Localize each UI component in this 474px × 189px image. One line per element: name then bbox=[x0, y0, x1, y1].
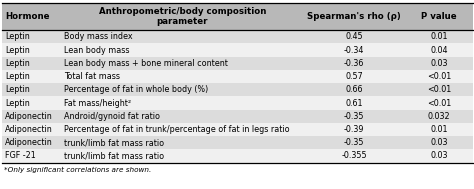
Bar bbox=[304, 96, 405, 110]
Text: -0.35: -0.35 bbox=[344, 112, 365, 121]
Text: Leptin: Leptin bbox=[5, 32, 30, 41]
Bar bbox=[405, 149, 473, 163]
Text: 0.03: 0.03 bbox=[430, 151, 447, 160]
Bar bbox=[304, 3, 405, 30]
Bar bbox=[405, 57, 473, 70]
Text: 0.45: 0.45 bbox=[346, 32, 363, 41]
Text: 0.03: 0.03 bbox=[430, 138, 447, 147]
Bar bbox=[405, 136, 473, 149]
Text: Total fat mass: Total fat mass bbox=[64, 72, 120, 81]
Text: Anthropometric/body composition
parameter: Anthropometric/body composition paramete… bbox=[99, 7, 266, 26]
Bar bbox=[61, 3, 304, 30]
Text: Leptin: Leptin bbox=[5, 59, 30, 68]
Text: Hormone: Hormone bbox=[5, 12, 50, 21]
Text: Adiponectin: Adiponectin bbox=[5, 125, 53, 134]
Bar bbox=[304, 123, 405, 136]
Bar bbox=[61, 83, 304, 96]
Bar bbox=[304, 136, 405, 149]
Bar bbox=[2, 57, 61, 70]
Bar bbox=[405, 30, 473, 43]
Text: Fat mass/height²: Fat mass/height² bbox=[64, 98, 131, 108]
Text: trunk/limb fat mass ratio: trunk/limb fat mass ratio bbox=[64, 138, 164, 147]
Text: Leptin: Leptin bbox=[5, 46, 30, 55]
Bar bbox=[2, 3, 61, 30]
Bar bbox=[61, 57, 304, 70]
Bar bbox=[61, 110, 304, 123]
Text: -0.39: -0.39 bbox=[344, 125, 365, 134]
Bar bbox=[61, 149, 304, 163]
Bar bbox=[405, 123, 473, 136]
Text: P value: P value bbox=[421, 12, 457, 21]
Text: -0.35: -0.35 bbox=[344, 138, 365, 147]
Bar bbox=[61, 136, 304, 149]
Bar bbox=[405, 110, 473, 123]
Text: 0.032: 0.032 bbox=[428, 112, 450, 121]
Bar bbox=[304, 57, 405, 70]
Text: Body mass index: Body mass index bbox=[64, 32, 133, 41]
Bar bbox=[61, 70, 304, 83]
Bar bbox=[2, 110, 61, 123]
Text: FGF -21: FGF -21 bbox=[5, 151, 36, 160]
Bar bbox=[2, 30, 61, 43]
Text: Android/gynoid fat ratio: Android/gynoid fat ratio bbox=[64, 112, 160, 121]
Text: Leptin: Leptin bbox=[5, 72, 30, 81]
Bar bbox=[304, 83, 405, 96]
Text: -0.355: -0.355 bbox=[341, 151, 367, 160]
Text: 0.61: 0.61 bbox=[346, 98, 363, 108]
Bar bbox=[61, 30, 304, 43]
Bar bbox=[405, 3, 473, 30]
Text: Leptin: Leptin bbox=[5, 85, 30, 94]
Bar bbox=[2, 96, 61, 110]
Bar bbox=[405, 70, 473, 83]
Bar bbox=[61, 96, 304, 110]
Text: trunk/limb fat mass ratio: trunk/limb fat mass ratio bbox=[64, 151, 164, 160]
Bar bbox=[304, 110, 405, 123]
Text: -0.36: -0.36 bbox=[344, 59, 365, 68]
Text: Percentage of fat in whole body (%): Percentage of fat in whole body (%) bbox=[64, 85, 208, 94]
Text: 0.04: 0.04 bbox=[430, 46, 447, 55]
Bar bbox=[405, 43, 473, 57]
Bar bbox=[2, 149, 61, 163]
Text: 0.01: 0.01 bbox=[430, 125, 447, 134]
Text: 0.57: 0.57 bbox=[346, 72, 363, 81]
Bar bbox=[405, 83, 473, 96]
Bar bbox=[304, 43, 405, 57]
Text: Lean body mass: Lean body mass bbox=[64, 46, 129, 55]
Text: Adiponectin: Adiponectin bbox=[5, 112, 53, 121]
Bar bbox=[304, 149, 405, 163]
Text: Adiponectin: Adiponectin bbox=[5, 138, 53, 147]
Bar bbox=[2, 70, 61, 83]
Text: 0.01: 0.01 bbox=[430, 32, 447, 41]
Bar bbox=[61, 43, 304, 57]
Text: -0.34: -0.34 bbox=[344, 46, 365, 55]
Text: Percentage of fat in trunk/percentage of fat in legs ratio: Percentage of fat in trunk/percentage of… bbox=[64, 125, 290, 134]
Bar bbox=[405, 96, 473, 110]
Bar bbox=[304, 30, 405, 43]
Bar bbox=[304, 70, 405, 83]
Text: <0.01: <0.01 bbox=[427, 72, 451, 81]
Bar bbox=[2, 43, 61, 57]
Text: <0.01: <0.01 bbox=[427, 85, 451, 94]
Text: 0.66: 0.66 bbox=[346, 85, 363, 94]
Bar bbox=[2, 123, 61, 136]
Text: *Only significant correlations are shown.: *Only significant correlations are shown… bbox=[4, 167, 151, 173]
Bar bbox=[61, 123, 304, 136]
Text: 0.03: 0.03 bbox=[430, 59, 447, 68]
Bar bbox=[2, 136, 61, 149]
Text: Leptin: Leptin bbox=[5, 98, 30, 108]
Text: Lean body mass + bone mineral content: Lean body mass + bone mineral content bbox=[64, 59, 228, 68]
Bar bbox=[2, 83, 61, 96]
Text: Spearman's rho (ρ): Spearman's rho (ρ) bbox=[307, 12, 401, 21]
Text: <0.01: <0.01 bbox=[427, 98, 451, 108]
